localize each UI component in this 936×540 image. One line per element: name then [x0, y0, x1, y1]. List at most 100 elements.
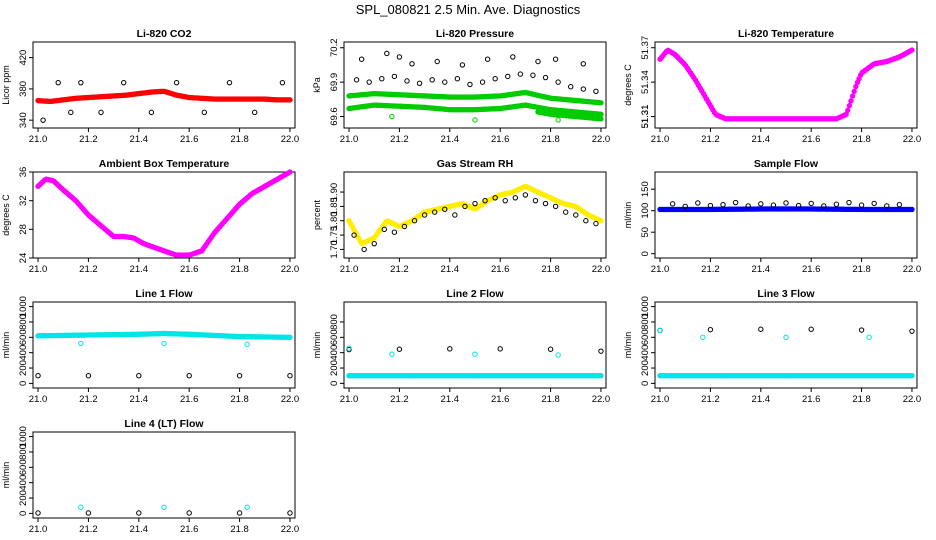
- panel-sample_flow: Sample Flow ml/min 21.0 21.2 21.4 21.6 21.8 22.…: [623, 158, 921, 275]
- data-point: [389, 113, 395, 120]
- data-point: [411, 218, 418, 224]
- x-tick-label: 22.0: [903, 264, 922, 275]
- plot-frame: [32, 431, 296, 519]
- y-axis-label: Licor ppm: [1, 65, 11, 105]
- data-point: [98, 109, 104, 116]
- x-tick-label: 21.4: [441, 264, 460, 275]
- data-point: [85, 373, 92, 379]
- y-tick-label: 380: [18, 81, 29, 97]
- y-tick-label: 0: [329, 381, 340, 386]
- x-tick-label: 22.0: [592, 394, 611, 405]
- data-point: [848, 98, 854, 104]
- x-tick-label: 21.4: [441, 134, 460, 145]
- data-point: [381, 226, 388, 233]
- x-tick-label: 21.8: [852, 394, 871, 405]
- data-point: [547, 346, 554, 352]
- data-point: [845, 107, 851, 114]
- data-point: [161, 340, 167, 347]
- data-point: [186, 373, 192, 379]
- x-tick-label: 21.8: [541, 394, 560, 405]
- y-tick-label: 200: [329, 360, 340, 376]
- data-point: [279, 79, 286, 86]
- data-point: [552, 203, 559, 210]
- y-axis-label: ml/min: [1, 332, 11, 359]
- data-point: [472, 351, 478, 357]
- data-point: [583, 218, 589, 224]
- data-point: [505, 73, 511, 80]
- y-tick-label: 600: [18, 329, 29, 345]
- data-point: [389, 351, 395, 357]
- x-tick-label: 21.2: [701, 394, 720, 405]
- data-point: [371, 240, 377, 247]
- panel-title: Li-820 CO2: [137, 28, 192, 40]
- x-tick-label: 21.4: [130, 524, 149, 535]
- y-tick-label: 200: [18, 360, 29, 376]
- panel-title: Li-820 Temperature: [738, 28, 834, 40]
- data-point: [482, 197, 488, 204]
- series-line-2-flow-outliers: [346, 345, 561, 358]
- data-point: [442, 79, 448, 85]
- series-gas-stream-rh-samples: [351, 192, 599, 253]
- series-ambient-box-temperature: [35, 169, 293, 258]
- panel-licor_temp: Li-820 Temperature degrees C 21.0 21.2 21.4 2…: [623, 28, 921, 145]
- data-point: [391, 229, 398, 235]
- data-point: [244, 504, 250, 510]
- x-tick-label: 21.8: [852, 264, 871, 275]
- data-point: [573, 212, 579, 218]
- data-point: [555, 352, 561, 358]
- data-point: [287, 169, 293, 175]
- data-point: [598, 111, 604, 117]
- series-line-1-flow-upper: [35, 330, 293, 341]
- x-tick-label: 21.4: [752, 264, 771, 275]
- data-point: [454, 75, 461, 82]
- panel-box_temp: Ambient Box Temperature degrees C 21.0 21.2…: [1, 158, 299, 275]
- data-point: [351, 232, 357, 238]
- data-point: [442, 206, 448, 212]
- data-point: [593, 220, 599, 227]
- data-point: [530, 72, 536, 78]
- data-point: [447, 346, 453, 352]
- data-point: [55, 79, 61, 86]
- y-tick-label: 400: [640, 345, 651, 361]
- data-point: [598, 116, 604, 122]
- data-point: [361, 246, 367, 253]
- y-axis-label: ml/min: [312, 332, 322, 359]
- data-point: [492, 195, 498, 201]
- y-tick-label: 0: [18, 381, 29, 386]
- data-point: [472, 200, 478, 207]
- series-line-1-flow-outliers: [78, 340, 250, 347]
- x-tick-label: 21.2: [79, 524, 98, 535]
- data-point: [236, 373, 243, 379]
- data-point: [909, 328, 915, 334]
- x-tick-label: 21.0: [29, 394, 48, 405]
- plot-frame: [32, 301, 296, 389]
- x-tick-label: 21.2: [390, 134, 409, 145]
- x-tick-label: 22.0: [281, 524, 300, 535]
- data-point: [707, 202, 714, 209]
- x-tick-label: 21.0: [651, 394, 670, 405]
- plot-frame: [343, 301, 607, 389]
- data-point: [287, 97, 293, 103]
- x-tick-label: 21.2: [79, 264, 98, 275]
- data-point: [532, 197, 539, 204]
- data-point: [598, 348, 604, 354]
- x-tick-label: 21.8: [230, 524, 249, 535]
- data-point: [384, 50, 390, 57]
- panel-co2: Li-820 CO2 Licor ppm 21.0 21.2 21.4 21.6 21.8 2…: [1, 28, 299, 145]
- data-point: [201, 109, 208, 116]
- y-tick-label: 800: [329, 314, 340, 330]
- series-li-820-pressure-upper-scattered: [358, 50, 587, 68]
- x-tick-label: 21.2: [79, 394, 98, 405]
- y-tick-label: 51.34: [640, 70, 651, 94]
- y-tick-label: 1000: [18, 426, 29, 447]
- y-tick-label: 400: [18, 475, 29, 491]
- data-point: [821, 203, 827, 209]
- data-point: [535, 58, 541, 65]
- y-tick-label: 150: [640, 181, 651, 197]
- y-tick-label: 800: [640, 314, 651, 330]
- series-gas-stream-rh: [346, 183, 604, 247]
- x-tick-label: 21.6: [802, 134, 821, 145]
- data-point: [871, 200, 877, 207]
- data-point: [251, 109, 258, 116]
- data-point: [78, 340, 84, 347]
